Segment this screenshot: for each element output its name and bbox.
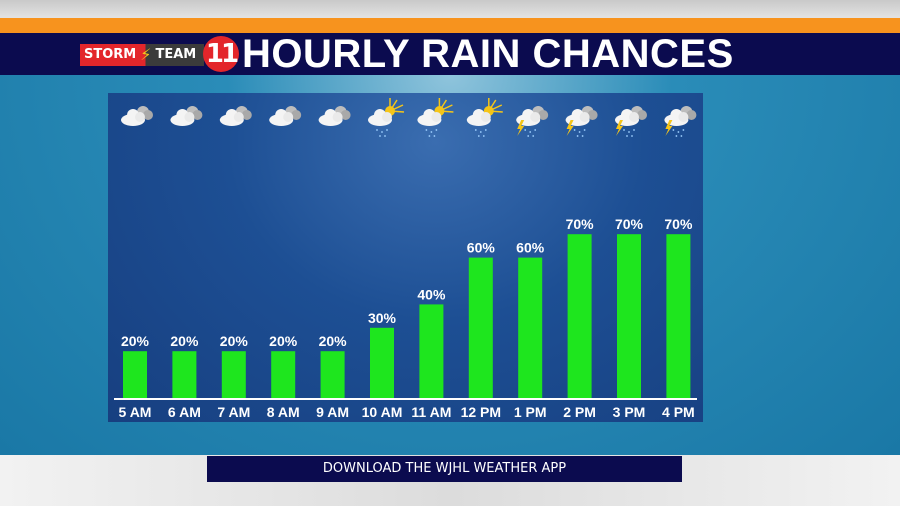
partly-sunny-rain-icon — [417, 98, 454, 137]
x-tick-label: 3 PM — [613, 404, 646, 420]
bar-5-am — [123, 351, 147, 398]
x-tick-label: 4 PM — [662, 404, 695, 420]
thunderstorm-icon — [664, 106, 697, 137]
x-tick-label: 5 AM — [119, 404, 152, 420]
cloudy-icon — [121, 106, 153, 126]
x-tick-label: 7 AM — [217, 404, 250, 420]
data-label: 20% — [170, 333, 199, 349]
app-download-banner[interactable]: DOWNLOAD THE WJHL WEATHER APP — [207, 456, 682, 482]
chart-panel: 20% 5 AM 20% 6 AM 20% 7 AM 20% 8 AM 20% 9 AM 30% 10… — [108, 93, 703, 422]
storm-team-logo: STORM ⚡ TEAM — [80, 44, 205, 66]
data-label: 40% — [417, 286, 446, 302]
data-label: 30% — [368, 310, 397, 326]
cloudy-icon — [269, 106, 302, 126]
lightning-bolt-icon: ⚡ — [140, 44, 152, 66]
rain-chance-chart: 20% 5 AM 20% 6 AM 20% 7 AM 20% 8 AM 20% 9 AM 30% 10… — [114, 98, 697, 420]
channel-11-logo: 11 — [203, 36, 239, 72]
bar-9-am — [320, 351, 345, 398]
cloudy-icon — [170, 106, 203, 126]
bar-6-am — [172, 351, 197, 398]
data-label: 20% — [269, 333, 298, 349]
bar-10-am — [370, 327, 394, 398]
top-strip — [0, 0, 900, 18]
bar-3-pm — [617, 234, 641, 398]
bar-2-pm — [567, 234, 592, 398]
bar-8-am — [271, 351, 296, 398]
thunderstorm-icon — [565, 106, 598, 137]
x-tick-label: 11 AM — [411, 404, 451, 420]
data-label: 20% — [319, 333, 348, 349]
partly-sunny-rain-icon — [466, 98, 503, 137]
bar-4-pm — [666, 234, 691, 398]
data-label: 70% — [566, 216, 595, 232]
x-tick-label: 1 PM — [514, 404, 547, 420]
data-label: 60% — [467, 240, 496, 256]
x-tick-label: 12 PM — [461, 404, 501, 420]
orange-stripe — [0, 18, 900, 33]
logo-storm: STORM — [80, 44, 141, 66]
thunderstorm-icon — [516, 106, 549, 137]
x-tick-label: 6 AM — [168, 404, 201, 420]
logo-team: TEAM — [151, 44, 205, 66]
cloudy-icon — [219, 106, 252, 126]
data-label: 70% — [664, 216, 693, 232]
x-tick-label: 8 AM — [267, 404, 300, 420]
thunderstorm-icon — [615, 106, 647, 137]
x-tick-label: 9 AM — [316, 404, 349, 420]
data-label: 60% — [516, 240, 545, 256]
bar-1-pm — [518, 257, 543, 398]
cloudy-icon — [318, 106, 351, 126]
data-label: 70% — [615, 216, 644, 232]
bar-12-pm — [468, 257, 493, 398]
page-title: HOURLY RAIN CHANCES — [242, 32, 734, 76]
bar-7-am — [221, 351, 246, 398]
partly-sunny-rain-icon — [368, 98, 405, 137]
bar-11-am — [419, 304, 444, 398]
x-tick-label: 2 PM — [563, 404, 596, 420]
data-label: 20% — [121, 333, 150, 349]
data-label: 20% — [220, 333, 249, 349]
x-tick-label: 10 AM — [362, 404, 403, 420]
